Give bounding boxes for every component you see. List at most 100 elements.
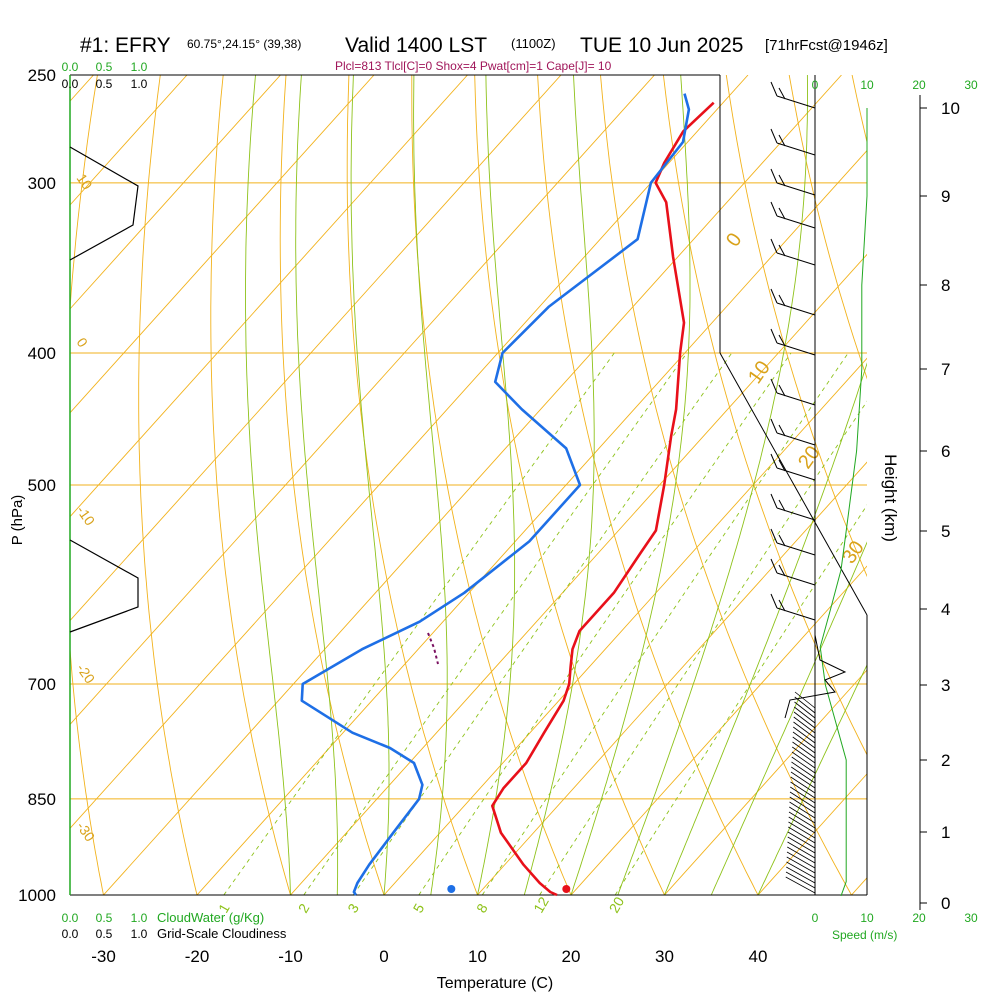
wind-bottom-tick: 30 [964,911,978,925]
cloudwater-top-tick: 1.0 [131,60,148,74]
cloudwater-bottom-tick: 1.0 [131,911,148,925]
temperature-tick-label: 30 [655,947,674,966]
isotherm-line [70,75,281,310]
cloud-panel: 0.0 0.0 0.0 0.0 0.5 0.5 0.5 0.5 1.0 1.0 1.0 1.0 [62,60,148,941]
isotherm-label: 20 [794,442,825,473]
moist-adiabat-line [350,75,390,895]
pressure-tick-label: 500 [28,476,56,495]
dry-adiabat-line [138,75,198,895]
moist-adiabat-line [477,75,516,895]
temperature-tick-label: 10 [468,947,487,966]
wind-bottom-tick: 10 [860,911,874,925]
dry-adiabat-line [279,75,385,895]
sounding-profiles [300,93,715,897]
temperature-tick-label: -10 [278,947,303,966]
isotherm-line [70,75,562,622]
pressure-tick-label: 400 [28,344,56,363]
isotherm-line [70,75,655,726]
moist-adiabat-line [295,75,339,895]
cloudiness-bottom-tick: 0.0 [62,927,79,941]
isotherm-line [383,357,867,895]
temperature-tick-label: -30 [91,947,116,966]
height-tick-label: 4 [941,600,950,619]
mixing-ratio-line [223,352,615,895]
height-axis-title: Height (km) [881,454,900,542]
wind-barb [770,378,816,406]
temperature-tick-label: 0 [379,947,388,966]
mixing-ratio-line [614,504,867,895]
mixing-ratio-label: 3 [344,901,362,916]
moist-adiabat-line [710,541,867,895]
moist-adiabat-line [245,75,291,895]
dry-adiabat-label: -30 [74,819,99,845]
wind-barb [770,81,816,109]
dry-adiabat-line [972,51,1000,924]
valid-utc: (1100Z) [511,36,556,51]
wind-barb [770,493,816,521]
dry-adiabat-label: -10 [74,503,99,529]
height-tick-label: 7 [941,360,950,379]
dry-adiabat-line [411,75,572,895]
forecast-date: TUE 10 Jun 2025 [580,34,743,57]
forecast-run: [71hrFcst@1946z] [765,37,888,54]
wind-barb [770,558,816,586]
wind-barb [770,238,816,266]
cloudwater-bottom-tick: 0.5 [96,911,113,925]
dry-adiabat-line [851,75,867,144]
dry-adiabat-line [600,75,853,895]
cloudiness-bottom-tick: 1.0 [131,927,148,941]
wind-top-tick: 30 [964,78,978,92]
mixing-ratio-label: 2 [295,901,313,916]
cloudiness-curve [69,146,139,261]
wind-barb [770,168,816,196]
mixing-ratio-label: 12 [530,894,552,916]
moist-adiabat-line [523,75,595,895]
pressure-tick-label: 250 [28,66,56,85]
isotherm-line [477,461,867,895]
cloudwater-bottom-tick: 0.0 [62,911,79,925]
dry-adiabat-line [725,75,867,578]
cloudwater-top-tick: 0.0 [62,60,79,74]
temperature-tick-label: -20 [185,947,210,966]
valid-time: Valid 1400 LST [345,34,487,57]
wind-top-tick: 10 [860,78,874,92]
wind-barb [770,528,816,556]
height-tick-label: 6 [941,442,950,461]
pressure-tick-label: 300 [28,174,56,193]
height-tick-label: 10 [941,99,960,118]
temperature-profile [490,101,715,897]
isotherm-line [70,75,468,518]
cloudwater-top-tick: 0.5 [96,60,113,74]
dry-adiabat-line [662,75,867,756]
mixing-ratio-line [352,352,733,895]
cloudwater-axis-title: CloudWater (g/Kg) [157,910,264,925]
height-tick-label: 1 [941,823,950,842]
wind-barb [770,418,816,446]
pressure-tick-label: 700 [28,675,56,694]
isotherm-line [70,75,749,830]
isotherm-line [945,75,1000,895]
mixing-ratio-line [303,352,688,895]
surface-dewpoint-marker [447,885,456,893]
wind-bottom-tick: 0 [812,911,819,925]
height-tick-label: 3 [941,676,950,695]
wind-barb [770,201,816,229]
isotherm-line [290,253,867,895]
dewpoint-profile [300,93,691,896]
site-label: #1: EFRY [80,34,171,57]
x-axis-title: Temperature (C) [437,975,553,992]
wind-speed-curve [819,108,868,897]
dry-adiabat-line [210,75,291,895]
isotherm-line [851,877,867,895]
pressure-tick-label: 1000 [18,886,56,905]
wind-barb [770,128,816,156]
cloudiness-top-tick: 0.0 [62,77,79,91]
cloudiness-curve [69,539,139,633]
cloudiness-top-tick: 1.0 [131,77,148,91]
site-coords: 60.75°,24.15° (39,38) [187,37,301,51]
mixing-ratio-label: 8 [473,901,491,916]
height-tick-label: 9 [941,187,950,206]
